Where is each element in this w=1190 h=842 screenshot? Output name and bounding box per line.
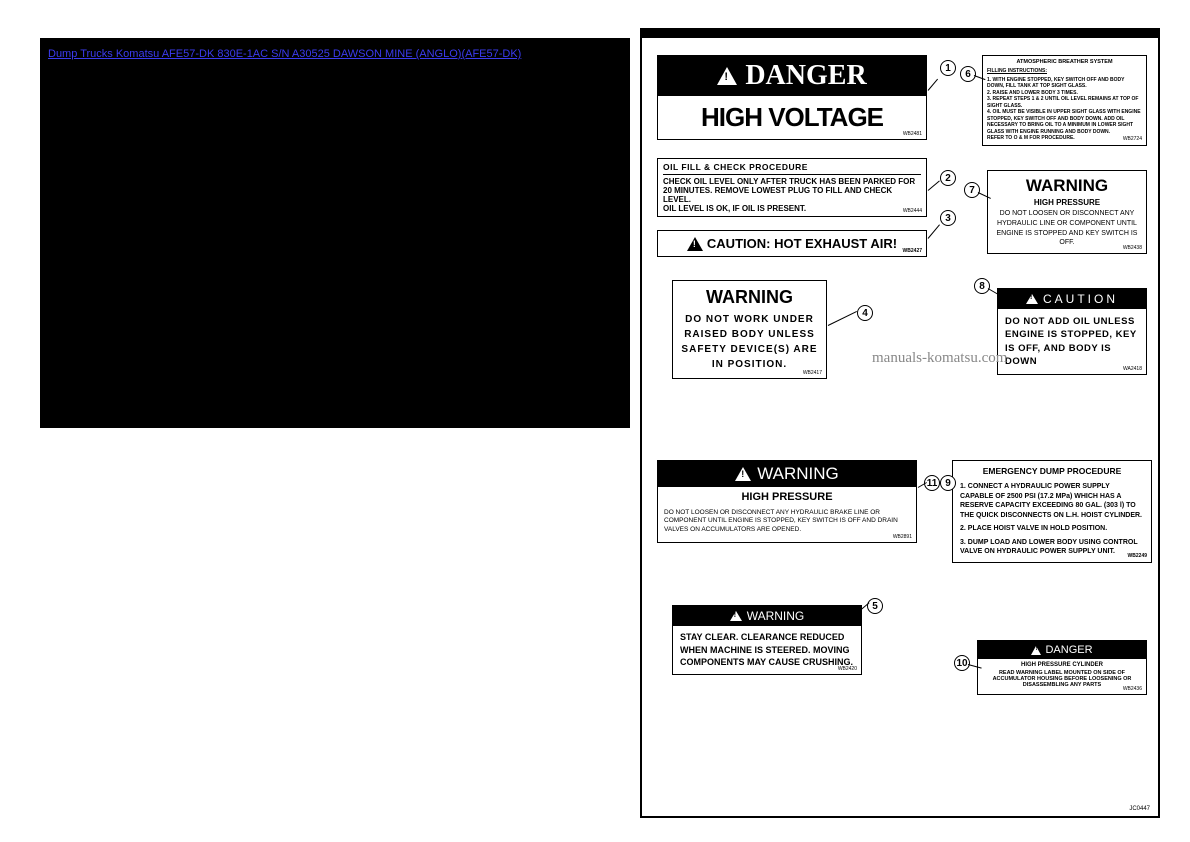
oil-fill-text: CHECK OIL LEVEL ONLY AFTER TRUCK HAS BEE… <box>663 177 921 213</box>
top-bar <box>642 30 1158 38</box>
label-danger-cyl: DANGER HIGH PRESSURE CYLINDER READ WARNI… <box>977 640 1147 695</box>
atm-subtitle: FILLING INSTRUCTIONS: <box>987 68 1142 75</box>
label-emergency: EMERGENCY DUMP PROCEDURE 1. CONNECT A HY… <box>952 460 1152 563</box>
danger-title: DANGER <box>1045 644 1092 656</box>
callout-8: 8 <box>974 278 990 294</box>
callout-4: 4 <box>857 305 873 321</box>
label-code: WB2438 <box>1123 245 1142 251</box>
warning-title: WARNING <box>993 176 1141 196</box>
label-caution-exhaust: CAUTION: HOT EXHAUST AIR! WB2427 <box>657 230 927 257</box>
warning-triangle-icon <box>1031 646 1041 655</box>
leader-line <box>928 224 940 238</box>
label-caution-oil: CAUTION DO NOT ADD OIL UNLESS ENGINE IS … <box>997 288 1147 375</box>
figure-code: JC0447 <box>1129 806 1150 812</box>
label-code: WB2427 <box>903 248 922 254</box>
label-code: WB2249 <box>1128 553 1147 560</box>
label-code: WB2420 <box>838 666 857 672</box>
warning-triangle-icon <box>717 67 737 85</box>
label-code: WB2891 <box>893 534 912 540</box>
label-warn-hp-7: WARNING HIGH PRESSURE DO NOT LOOSEN OR D… <box>987 170 1147 254</box>
warning-header: WARNING <box>673 606 861 626</box>
label-atm: ATMOSPHERIC BREATHER SYSTEM FILLING INST… <box>982 55 1147 146</box>
left-panel: Dump Trucks Komatsu AFE57-DK 830E-1AC S/… <box>40 38 630 428</box>
warning-triangle-icon <box>735 467 751 481</box>
warning-title: WARNING <box>747 609 805 623</box>
callout-3: 3 <box>940 210 956 226</box>
label-warn-body: WARNING DO NOT WORK UNDER RAISED BODY UN… <box>672 280 827 379</box>
label-code: WB2417 <box>803 370 822 376</box>
label-warn-hp-11: WARNING HIGH PRESSURE DO NOT LOOSEN OR D… <box>657 460 917 543</box>
warning-title: WARNING <box>681 287 818 308</box>
warning-text: DO NOT WORK UNDER RAISED BODY UNLESS SAF… <box>681 312 818 372</box>
label-oil-fill: OIL FILL & CHECK PROCEDURE CHECK OIL LEV… <box>657 158 927 217</box>
oil-fill-title: OIL FILL & CHECK PROCEDURE <box>663 162 921 175</box>
danger-header: DANGER <box>658 56 926 96</box>
warning-subtitle: HIGH PRESSURE <box>993 198 1141 207</box>
caution-text: DO NOT ADD OIL UNLESS ENGINE IS STOPPED,… <box>998 309 1146 374</box>
danger-text: DANGER <box>745 60 866 92</box>
label-code: WB2481 <box>903 131 922 137</box>
warning-text: STAY CLEAR. CLEARANCE REDUCED WHEN MACHI… <box>673 626 861 674</box>
caution-header: CAUTION <box>998 289 1146 309</box>
warning-title: WARNING <box>757 464 839 484</box>
warning-text: DO NOT LOOSEN OR DISCONNECT ANY HYDRAULI… <box>658 507 916 542</box>
label-warn-clear: WARNING STAY CLEAR. CLEARANCE REDUCED WH… <box>672 605 862 675</box>
callout-5: 5 <box>867 598 883 614</box>
caution-title: CAUTION <box>1043 292 1118 306</box>
warning-triangle-icon <box>730 611 742 621</box>
atm-title: ATMOSPHERIC BREATHER SYSTEM <box>987 59 1142 66</box>
emergency-title: EMERGENCY DUMP PROCEDURE <box>960 466 1144 477</box>
leader-line <box>928 180 940 190</box>
label-code: WA2418 <box>1123 366 1142 372</box>
diagram-panel: DANGER HIGH VOLTAGE WB2481 1 OIL FILL & … <box>640 28 1160 818</box>
emergency-step3: 3. DUMP LOAD AND LOWER BODY USING CONTRO… <box>960 538 1144 557</box>
warning-triangle-icon <box>1026 294 1038 304</box>
label-code: WB2724 <box>1123 136 1142 143</box>
warning-triangle-icon <box>687 237 703 251</box>
leader-line <box>928 79 938 91</box>
label-code: WB2436 <box>1123 686 1142 692</box>
danger-subtitle: HIGH PRESSURE CYLINDER <box>978 659 1146 668</box>
callout-7: 7 <box>964 182 980 198</box>
manual-link[interactable]: Dump Trucks Komatsu AFE57-DK 830E-1AC S/… <box>40 38 630 70</box>
danger-header: DANGER <box>978 641 1146 659</box>
warning-text: DO NOT LOOSEN OR DISCONNECT ANY HYDRAULI… <box>993 209 1141 248</box>
watermark: manuals-komatsu.com <box>872 350 1007 367</box>
label-danger-hv: DANGER HIGH VOLTAGE WB2481 <box>657 55 927 140</box>
warning-subtitle: HIGH PRESSURE <box>658 487 916 507</box>
danger-text: READ WARNING LABEL MOUNTED ON SIDE OF AC… <box>978 668 1146 694</box>
leader-line <box>828 311 857 326</box>
callout-1: 1 <box>940 60 956 76</box>
warning-header: WARNING <box>658 461 916 487</box>
emergency-step2: 2. PLACE HOIST VALVE IN HOLD POSITION. <box>960 524 1144 533</box>
caution-exhaust-text: CAUTION: HOT EXHAUST AIR! <box>707 236 897 251</box>
emergency-step1: 1. CONNECT A HYDRAULIC POWER SUPPLY CAPA… <box>960 482 1144 520</box>
label-code: WB2444 <box>903 208 922 214</box>
callout-2: 2 <box>940 170 956 186</box>
callout-9: 9 <box>940 475 956 491</box>
high-voltage-text: HIGH VOLTAGE <box>658 96 926 139</box>
atm-text: 1. WITH ENGINE STOPPED, KEY SWITCH OFF A… <box>987 77 1142 142</box>
